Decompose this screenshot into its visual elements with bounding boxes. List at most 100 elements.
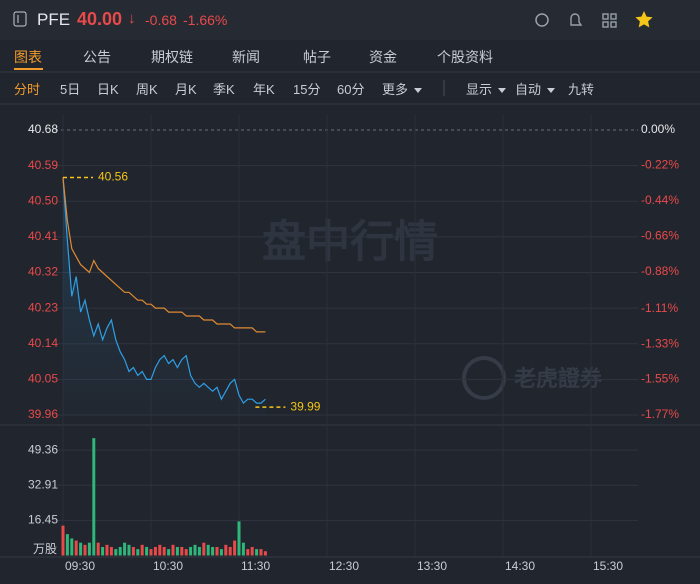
y2-tick-label: -0.22% — [641, 158, 679, 172]
tab[interactable]: 图表 — [14, 49, 42, 65]
volume-bar — [109, 546, 113, 556]
y-tick-label: 40.59 — [28, 158, 58, 172]
y2-tick-label: -0.44% — [641, 193, 679, 207]
volume-bar — [202, 542, 206, 556]
volume-tick-label: 49.36 — [28, 442, 58, 456]
volume-bar — [101, 546, 105, 556]
volume-bar — [175, 546, 179, 556]
volume-bar — [61, 525, 65, 556]
volume-bar — [158, 544, 162, 556]
volume-bar — [263, 551, 267, 556]
volume-bar — [167, 549, 171, 556]
tab[interactable]: 个股资料 — [437, 49, 493, 65]
volume-bar — [87, 542, 91, 556]
y-tick-label: 40.68 — [28, 122, 58, 136]
period-tab[interactable]: 5日 — [60, 82, 81, 97]
tab[interactable]: 公告 — [83, 49, 111, 65]
high-label: 40.56 — [98, 170, 128, 184]
watermark: 盘中行情 — [262, 218, 438, 267]
y2-tick-label: -0.66% — [641, 228, 679, 242]
volume-bar — [224, 544, 228, 556]
volume-bar — [215, 546, 219, 556]
last-price: 40.00 — [77, 9, 123, 29]
back-icon[interactable] — [13, 11, 27, 27]
volume-bar — [241, 542, 245, 556]
tab[interactable]: 资金 — [369, 49, 397, 65]
x-tick-label: 14:30 — [505, 559, 535, 573]
tab[interactable]: 新闻 — [232, 49, 260, 65]
price-change-pct: -1.66% — [183, 12, 228, 28]
volume-bar — [237, 521, 241, 556]
brand-watermark: 老虎證券 — [513, 366, 603, 391]
volume-bar — [171, 544, 175, 556]
period-tab[interactable]: 分时 — [14, 82, 41, 97]
period-tab[interactable]: 月K — [175, 82, 197, 97]
period-tab[interactable]: 年K — [253, 82, 275, 97]
volume-bar — [184, 549, 188, 556]
volume-bar — [189, 546, 193, 556]
volume-bar — [193, 544, 197, 556]
x-tick-label: 09:30 — [65, 559, 95, 573]
tab[interactable]: 帖子 — [303, 49, 331, 65]
ticker: PFE — [37, 10, 71, 29]
volume-bar — [92, 438, 96, 556]
period-tab[interactable]: 15分 — [293, 82, 321, 97]
volume-bar — [127, 544, 131, 556]
top-bar — [0, 0, 700, 40]
x-tick-label: 10:30 — [153, 559, 183, 573]
period-tab[interactable]: 60分 — [337, 82, 365, 97]
y-tick-label: 39.96 — [28, 407, 58, 421]
y-tick-label: 40.05 — [28, 372, 58, 386]
volume-bar — [114, 549, 118, 556]
volume-tick-label: 32.91 — [28, 477, 58, 491]
y-tick-label: 40.50 — [28, 193, 58, 207]
y2-tick-label: -0.88% — [641, 264, 679, 278]
average-line — [62, 177, 266, 333]
volume-bar — [83, 544, 87, 556]
period-tab[interactable]: 周K — [136, 82, 158, 97]
volume-bar — [123, 542, 127, 556]
tab[interactable]: 期权链 — [151, 49, 193, 65]
volume-bar — [136, 549, 140, 556]
volume-bar — [74, 540, 78, 556]
volume-bar — [162, 546, 166, 556]
volume-bar — [219, 549, 223, 556]
y2-tick-label: 0.00% — [641, 122, 675, 136]
volume-bar — [259, 549, 263, 556]
x-tick-label: 13:30 — [417, 559, 447, 573]
volume-bar — [255, 549, 259, 556]
price-line — [62, 177, 266, 405]
y-tick-label: 40.32 — [28, 265, 58, 279]
option-button[interactable]: 显示 — [466, 79, 506, 98]
grid-icon[interactable] — [602, 13, 617, 28]
y-tick-label: 40.14 — [28, 336, 58, 350]
low-label: 39.99 — [290, 399, 320, 413]
period-tab[interactable]: 季K — [213, 82, 235, 97]
y-tick-label: 40.41 — [28, 229, 58, 243]
volume-bar — [118, 546, 122, 556]
volume-bar — [197, 546, 201, 556]
active-tab-underline — [14, 68, 43, 70]
favorite-icon[interactable] — [635, 11, 653, 28]
alert-icon[interactable] — [570, 13, 583, 26]
volume-bar — [70, 538, 74, 556]
period-tab[interactable]: 日K — [97, 82, 119, 97]
volume-bar — [140, 544, 144, 556]
period-tab[interactable]: 更多 — [382, 79, 422, 98]
option-button[interactable]: 自动 — [515, 79, 555, 98]
volume-bar — [149, 549, 153, 556]
y2-tick-label: -1.11% — [641, 301, 678, 315]
refresh-icon[interactable] — [535, 13, 549, 27]
price-area — [63, 177, 266, 415]
volume-bar — [180, 546, 184, 556]
volume-bar — [250, 546, 254, 556]
volume-tick-label: 16.45 — [28, 513, 58, 527]
volume-bar — [105, 544, 109, 556]
volume-unit: 万股 — [33, 542, 57, 556]
y2-tick-label: -1.33% — [641, 336, 679, 350]
volume-bar — [206, 544, 210, 556]
option-button[interactable]: 九转 — [568, 82, 595, 97]
volume-bar — [79, 542, 83, 556]
